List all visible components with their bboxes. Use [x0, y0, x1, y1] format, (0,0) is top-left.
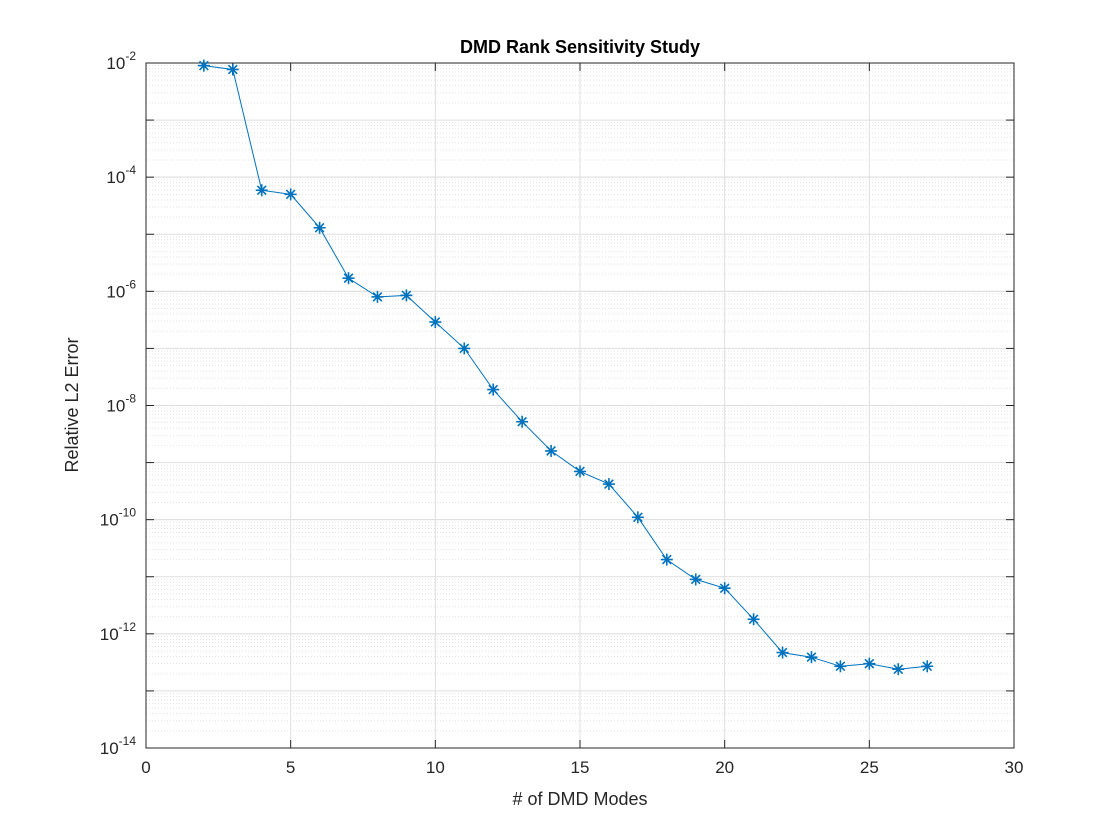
data-point-marker	[197, 59, 210, 72]
x-tick-label: 15	[571, 758, 590, 777]
y-tick-label: 10-6	[106, 277, 136, 301]
data-point-marker	[921, 660, 934, 673]
y-tick-label: 10-14	[100, 734, 137, 758]
y-tick-label: 10-2	[106, 49, 136, 73]
tick-layer	[145, 62, 1015, 749]
data-point-marker	[660, 553, 673, 566]
chart-title: DMD Rank Sensitivity Study	[460, 37, 700, 57]
data-point-marker	[255, 184, 268, 197]
data-point-marker	[400, 289, 413, 302]
data-point-marker	[863, 657, 876, 670]
data-point-marker	[892, 663, 905, 676]
y-tick-label: 10-12	[100, 620, 137, 644]
data-point-marker	[226, 63, 239, 76]
y-tick-label: 10-8	[106, 392, 136, 416]
x-tick-label: 20	[715, 758, 734, 777]
data-point-marker	[805, 651, 818, 664]
x-axis-label: # of DMD Modes	[512, 789, 647, 809]
data-point-marker	[776, 646, 789, 659]
data-point-marker	[458, 342, 471, 355]
data-point-marker	[429, 316, 442, 329]
series-layer	[197, 59, 934, 676]
y-axis-label: Relative L2 Error	[62, 337, 82, 472]
x-tick-label: 5	[286, 758, 295, 777]
data-point-marker	[602, 478, 615, 491]
data-point-marker	[631, 511, 644, 524]
data-point-marker	[545, 444, 558, 457]
data-point-marker	[689, 573, 702, 586]
x-tick-label: 25	[860, 758, 879, 777]
data-point-marker	[834, 660, 847, 673]
data-point-marker	[574, 465, 586, 478]
x-tick-labels: 0 5 10 15 20 25 30	[141, 758, 1023, 777]
data-point-marker	[313, 221, 326, 234]
x-tick-label: 0	[141, 758, 150, 777]
data-point-marker	[284, 188, 297, 201]
y-tick-label: 10-4	[106, 163, 136, 187]
x-tick-label: 30	[1005, 758, 1024, 777]
y-tick-labels: 10-14 10-12 10-10 10-8 10-6 10-4 10-2	[100, 49, 137, 758]
data-point-marker	[371, 290, 384, 303]
data-point-marker	[342, 272, 355, 285]
data-point-marker	[516, 415, 529, 428]
data-point-marker	[747, 613, 760, 626]
y-tick-label: 10-10	[100, 506, 137, 530]
data-point-marker	[718, 582, 731, 595]
data-point-marker	[487, 383, 500, 396]
x-tick-label: 10	[426, 758, 445, 777]
